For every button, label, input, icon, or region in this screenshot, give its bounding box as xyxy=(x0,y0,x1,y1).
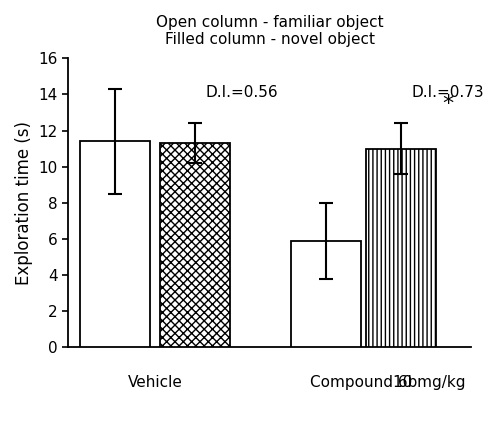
Y-axis label: Exploration time (s): Exploration time (s) xyxy=(15,121,33,285)
Title: Open column - familiar object
Filled column - novel object: Open column - familiar object Filled col… xyxy=(156,15,384,47)
Bar xyxy=(160,143,230,347)
Text: 10 mg/kg: 10 mg/kg xyxy=(393,375,466,390)
Text: Compound 6b: Compound 6b xyxy=(310,375,417,390)
Bar xyxy=(366,149,436,347)
Text: *: * xyxy=(442,94,454,114)
Bar xyxy=(80,141,150,347)
Text: D.I.=0.73: D.I.=0.73 xyxy=(412,85,484,100)
Bar xyxy=(291,241,361,347)
Text: Vehicle: Vehicle xyxy=(128,375,182,390)
Text: D.I.=0.56: D.I.=0.56 xyxy=(206,85,278,100)
